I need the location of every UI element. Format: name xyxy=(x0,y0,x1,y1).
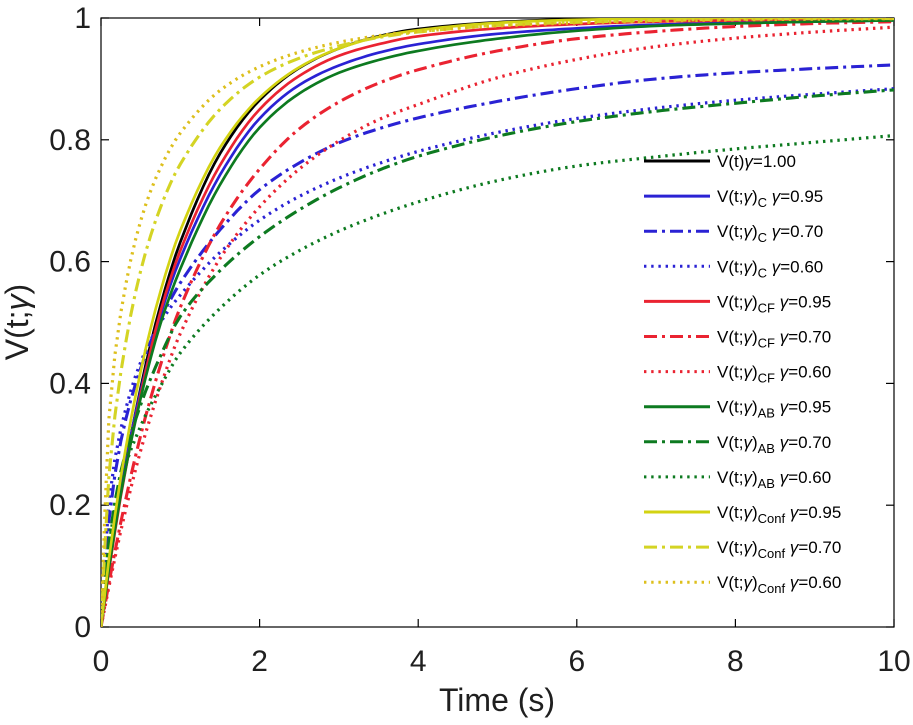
y-tick-label-0.6: 0.6 xyxy=(49,246,91,279)
curve-C0.70 xyxy=(101,63,894,627)
plot-box xyxy=(100,17,895,628)
y-tick-label-1: 1 xyxy=(74,2,91,35)
legend-label-Conf0.95: V(t;γ)Conf γ=0.95 xyxy=(717,503,841,526)
legend-label-V1.00: V(t)γ=1.00 xyxy=(717,152,796,171)
curve-Conf0.60 xyxy=(101,18,894,627)
legend-label-CF0.60: V(t;γ)CF γ=0.60 xyxy=(717,363,831,386)
legend-item-C0.70: V(t;γ)C γ=0.70 xyxy=(644,222,823,245)
x-axis-label: Time (s) xyxy=(439,682,555,718)
legend-item-AB0.70: V(t;γ)AB γ=0.70 xyxy=(644,433,831,456)
legend-label-CF0.70: V(t;γ)CF γ=0.70 xyxy=(717,328,831,351)
y-tick-label-0.4: 0.4 xyxy=(49,367,91,400)
legend-item-CF0.60: V(t;γ)CF γ=0.60 xyxy=(644,363,831,386)
x-tick-label-0: 0 xyxy=(93,645,110,678)
legend-item-AB0.60: V(t;γ)AB γ=0.60 xyxy=(644,468,831,491)
curve-Conf0.70 xyxy=(101,18,894,627)
legend-label-AB0.60: V(t;γ)AB γ=0.60 xyxy=(717,468,831,491)
legend-label-C0.95: V(t;γ)C γ=0.95 xyxy=(717,187,823,210)
x-tick-label-4: 4 xyxy=(410,645,427,678)
curve-AB0.95 xyxy=(101,19,894,627)
curve-Conf0.95 xyxy=(101,18,894,627)
legend-label-Conf0.70: V(t;γ)Conf γ=0.70 xyxy=(717,538,841,561)
legend-item-CF0.95: V(t;γ)CF γ=0.95 xyxy=(644,292,831,315)
legend-item-V1.00: V(t)γ=1.00 xyxy=(644,152,796,171)
x-tick-label-10: 10 xyxy=(877,645,910,678)
y-tick-label-0.8: 0.8 xyxy=(49,124,91,157)
legend-item-C0.60: V(t;γ)C γ=0.60 xyxy=(644,257,823,280)
legend-label-C0.70: V(t;γ)C γ=0.70 xyxy=(717,222,823,245)
curve-CF0.70 xyxy=(101,20,894,627)
curve-AB0.70 xyxy=(101,88,894,627)
legend-item-C0.95: V(t;γ)C γ=0.95 xyxy=(644,187,823,210)
legend-label-Conf0.60: V(t;γ)Conf γ=0.60 xyxy=(717,573,841,596)
curve-AB0.60 xyxy=(101,133,894,627)
legend: V(t)γ=1.00 V(t;γ)C γ=0.95 V(t;γ)C γ=0.70 V(… xyxy=(644,152,841,596)
legend-item-Conf0.60: V(t;γ)Conf γ=0.60 xyxy=(644,573,841,596)
legend-label-AB0.70: V(t;γ)AB γ=0.70 xyxy=(717,433,831,456)
tick-labels: 0 2 4 6 8 10 0 0.2 0.4 0.6 0.8 1 xyxy=(49,2,910,678)
x-tick-label-6: 6 xyxy=(568,645,585,678)
legend-label-C0.60: V(t;γ)C γ=0.60 xyxy=(717,257,823,280)
x-tick-label-8: 8 xyxy=(727,645,744,678)
legend-item-Conf0.70: V(t;γ)Conf γ=0.70 xyxy=(644,538,841,561)
x-tick-label-2: 2 xyxy=(251,645,268,678)
legend-item-CF0.70: V(t;γ)CF γ=0.70 xyxy=(644,328,831,351)
legend-label-CF0.95: V(t;γ)CF γ=0.95 xyxy=(717,292,831,315)
y-axis-label: V(t;γ) xyxy=(0,284,35,360)
legend-label-AB0.95: V(t;γ)AB γ=0.95 xyxy=(717,398,831,421)
curve-C0.60 xyxy=(101,87,894,627)
y-tick-label-0: 0 xyxy=(74,611,91,644)
curves xyxy=(101,18,894,627)
legend-item-AB0.95: V(t;γ)AB γ=0.95 xyxy=(644,398,831,421)
y-tick-label-0.2: 0.2 xyxy=(49,489,91,522)
legend-item-Conf0.95: V(t;γ)Conf γ=0.95 xyxy=(644,503,841,526)
